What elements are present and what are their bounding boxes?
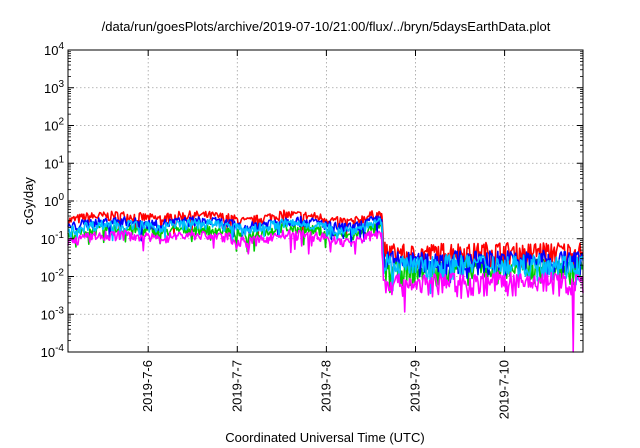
series-line <box>67 209 584 277</box>
series-line <box>67 229 584 353</box>
y-tick-label: 10-1 <box>41 230 65 247</box>
y-tick-label: 10-4 <box>41 343 65 360</box>
x-tick-label: 2019-7-6 <box>140 360 155 412</box>
series-line <box>67 217 584 295</box>
y-tick-label: 100 <box>44 192 64 209</box>
series-layer <box>67 209 584 353</box>
y-tick-label: 103 <box>44 79 64 96</box>
y-tick-label: 102 <box>44 117 64 134</box>
y-tick-label: 10-3 <box>41 305 65 322</box>
chart-title: /data/run/goesPlots/archive/2019-07-10/2… <box>102 19 551 34</box>
x-axis-label: Coordinated Universal Time (UTC) <box>225 430 424 445</box>
x-tick-label: 2019-7-7 <box>229 360 244 412</box>
plot-frame <box>67 49 584 353</box>
grid <box>68 50 583 352</box>
x-tick-label: 2019-7-8 <box>318 360 333 412</box>
y-tick-label: 104 <box>44 41 64 58</box>
y-tick-label: 101 <box>44 154 64 171</box>
y-axis-label: cGy/day <box>21 177 36 225</box>
x-tick-label: 2019-7-9 <box>407 360 422 412</box>
y-tick-label: 10-2 <box>41 268 65 285</box>
x-tick-label: 2019-7-10 <box>497 360 512 419</box>
